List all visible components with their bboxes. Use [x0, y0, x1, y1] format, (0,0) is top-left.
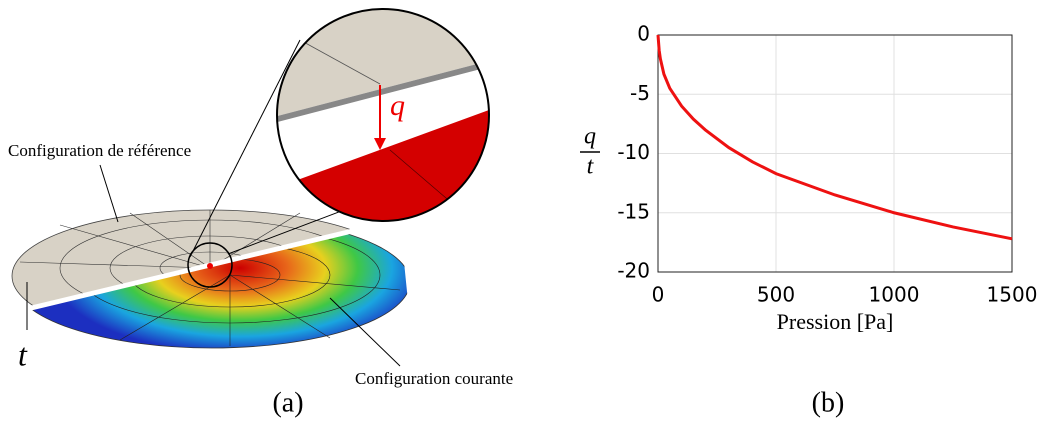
y-axis-label-numerator: q — [584, 124, 596, 150]
x-tick-label: 1000 — [869, 283, 920, 307]
zoom-marker — [187, 242, 233, 288]
zoom-view — [277, 9, 489, 221]
leader-line — [99, 164, 119, 223]
y-tick-label: -10 — [617, 140, 650, 164]
y-tick-label: 0 — [637, 22, 650, 46]
thickness-symbol: t — [18, 336, 28, 372]
y-axis-label-denominator: t — [587, 154, 595, 180]
x-tick-label: 0 — [652, 283, 665, 307]
y-tick-label: -5 — [630, 81, 650, 105]
current-label: Configuration courante — [355, 369, 513, 388]
y-tick-label: -20 — [617, 259, 650, 283]
x-axis-label: Pression [Pa] — [777, 309, 894, 334]
axes-frame — [657, 34, 1013, 273]
panel-label: (b) — [812, 387, 845, 418]
x-tick-label: 1500 — [987, 283, 1038, 307]
x-tick-label: 500 — [757, 283, 795, 307]
panel-label: (a) — [272, 387, 303, 418]
line — [656, 34, 1013, 241]
zoom-circle — [276, 8, 490, 222]
reference-label: Configuration de référence — [8, 141, 191, 160]
point — [207, 263, 213, 269]
leader-line — [329, 297, 401, 367]
zoom-line — [189, 39, 301, 258]
arrow-head — [374, 138, 386, 150]
deflection-symbol: q — [390, 89, 405, 122]
illustration: q Configuration de référence Configurati… — [8, 8, 513, 418]
y-tick-label: -15 — [617, 199, 650, 223]
